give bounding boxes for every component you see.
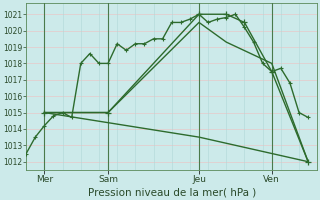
- X-axis label: Pression niveau de la mer( hPa ): Pression niveau de la mer( hPa ): [88, 187, 256, 197]
